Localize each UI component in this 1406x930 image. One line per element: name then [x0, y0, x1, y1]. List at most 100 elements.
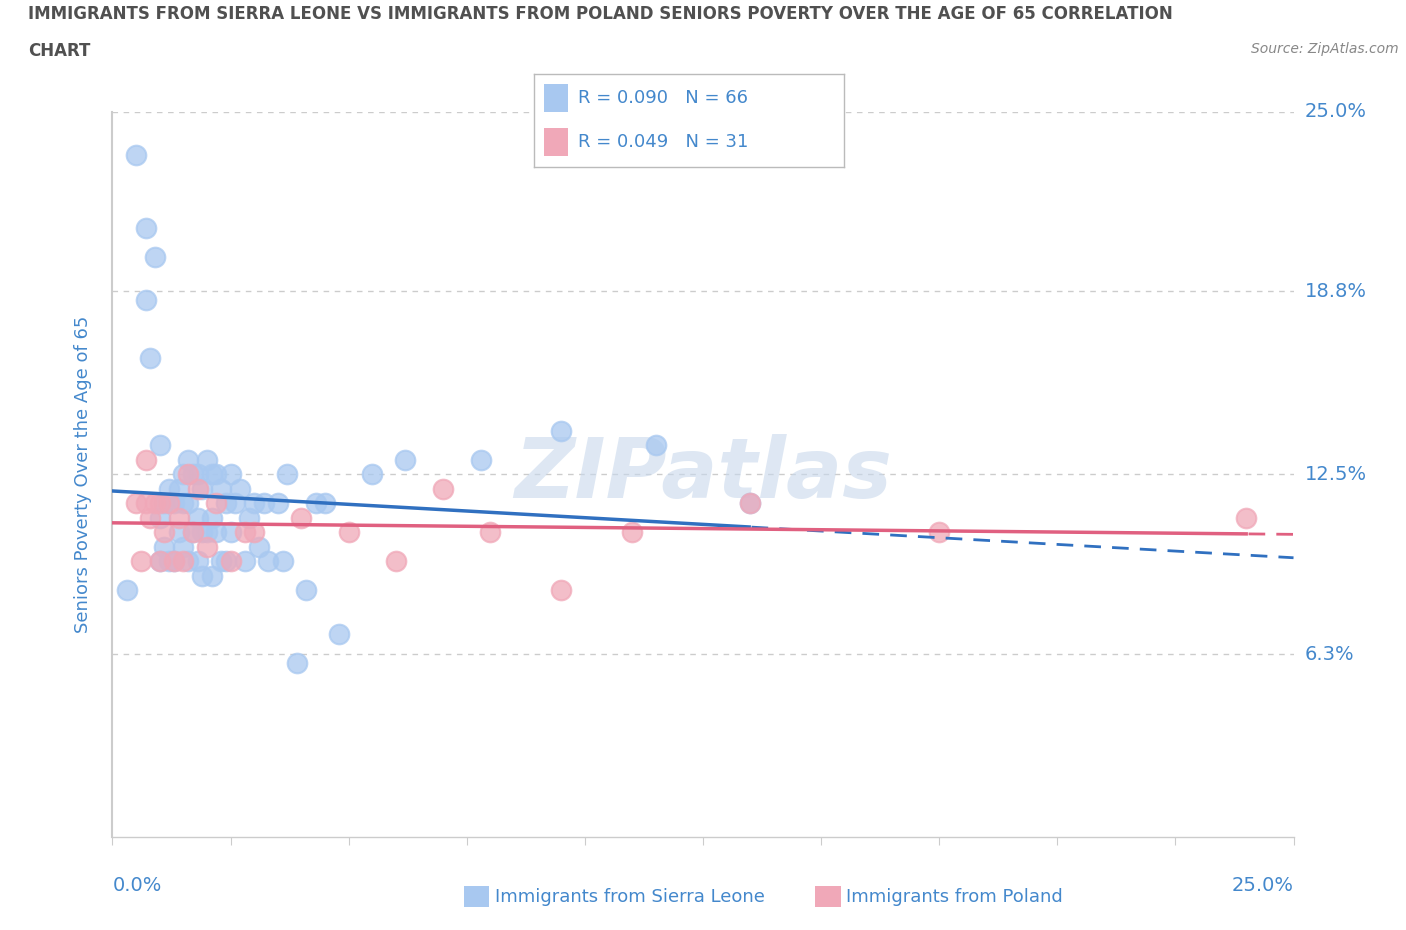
- Point: [115, 583, 138, 598]
- Text: ZIPatlas: ZIPatlas: [515, 433, 891, 515]
- Point: [219, 467, 242, 482]
- Point: [215, 496, 238, 511]
- Point: [167, 482, 190, 497]
- Text: 25.0%: 25.0%: [1232, 876, 1294, 895]
- Point: [167, 525, 190, 539]
- Point: [432, 482, 454, 497]
- Point: [135, 496, 157, 511]
- Point: [135, 220, 157, 235]
- Point: [328, 627, 350, 642]
- Point: [172, 554, 194, 569]
- Text: Immigrants from Poland: Immigrants from Poland: [846, 887, 1063, 906]
- Point: [153, 539, 176, 554]
- Point: [740, 496, 762, 511]
- Point: [224, 496, 246, 511]
- Point: [139, 351, 162, 365]
- Point: [186, 467, 208, 482]
- Point: [276, 467, 298, 482]
- Point: [205, 525, 228, 539]
- Point: [219, 554, 242, 569]
- Point: [143, 249, 166, 264]
- Point: [479, 525, 502, 539]
- Point: [928, 525, 950, 539]
- Point: [181, 525, 204, 539]
- FancyBboxPatch shape: [544, 84, 568, 112]
- Point: [149, 496, 172, 511]
- Text: R = 0.090   N = 66: R = 0.090 N = 66: [578, 88, 748, 107]
- Text: 0.0%: 0.0%: [112, 876, 162, 895]
- Point: [139, 511, 162, 525]
- Point: [201, 511, 224, 525]
- Point: [157, 482, 180, 497]
- Point: [740, 496, 762, 511]
- Point: [181, 525, 204, 539]
- Point: [167, 511, 190, 525]
- Point: [125, 496, 148, 511]
- Point: [337, 525, 360, 539]
- Point: [149, 554, 172, 569]
- Point: [143, 496, 166, 511]
- Point: [243, 496, 266, 511]
- Point: [238, 511, 260, 525]
- Point: [163, 554, 186, 569]
- Point: [186, 554, 208, 569]
- Point: [191, 525, 214, 539]
- Point: [163, 554, 186, 569]
- Point: [135, 293, 157, 308]
- Text: Immigrants from Sierra Leone: Immigrants from Sierra Leone: [495, 887, 765, 906]
- Point: [195, 452, 218, 467]
- Point: [125, 148, 148, 163]
- Point: [149, 438, 172, 453]
- Point: [135, 452, 157, 467]
- Point: [191, 568, 214, 583]
- Point: [290, 511, 312, 525]
- Point: [314, 496, 336, 511]
- Point: [191, 482, 214, 497]
- Point: [219, 525, 242, 539]
- Point: [271, 554, 294, 569]
- Point: [361, 467, 384, 482]
- Point: [285, 656, 308, 671]
- Point: [257, 554, 280, 569]
- Y-axis label: Seniors Poverty Over the Age of 65: Seniors Poverty Over the Age of 65: [73, 315, 91, 633]
- Text: IMMIGRANTS FROM SIERRA LEONE VS IMMIGRANTS FROM POLAND SENIORS POVERTY OVER THE : IMMIGRANTS FROM SIERRA LEONE VS IMMIGRAN…: [28, 5, 1173, 22]
- Point: [172, 467, 194, 482]
- Point: [201, 467, 224, 482]
- Point: [385, 554, 408, 569]
- Point: [247, 539, 270, 554]
- Point: [195, 525, 218, 539]
- Point: [177, 452, 200, 467]
- Point: [243, 525, 266, 539]
- Point: [215, 554, 238, 569]
- Text: Source: ZipAtlas.com: Source: ZipAtlas.com: [1251, 42, 1399, 56]
- Point: [201, 568, 224, 583]
- Point: [229, 482, 252, 497]
- Point: [195, 539, 218, 554]
- Point: [253, 496, 276, 511]
- Point: [186, 511, 208, 525]
- Point: [644, 438, 666, 453]
- Point: [470, 452, 492, 467]
- Point: [153, 525, 176, 539]
- Point: [153, 496, 176, 511]
- Point: [129, 554, 152, 569]
- Text: 25.0%: 25.0%: [1305, 102, 1367, 121]
- Text: CHART: CHART: [28, 42, 90, 60]
- Point: [205, 467, 228, 482]
- Text: 6.3%: 6.3%: [1305, 644, 1354, 664]
- Point: [1234, 511, 1257, 525]
- Point: [149, 554, 172, 569]
- Point: [177, 467, 200, 482]
- Point: [157, 496, 180, 511]
- Point: [295, 583, 318, 598]
- Point: [205, 496, 228, 511]
- Point: [233, 525, 256, 539]
- Point: [172, 539, 194, 554]
- Point: [304, 496, 326, 511]
- Point: [172, 496, 194, 511]
- Point: [550, 583, 572, 598]
- Point: [157, 554, 180, 569]
- Point: [394, 452, 416, 467]
- FancyBboxPatch shape: [544, 128, 568, 156]
- Point: [209, 482, 232, 497]
